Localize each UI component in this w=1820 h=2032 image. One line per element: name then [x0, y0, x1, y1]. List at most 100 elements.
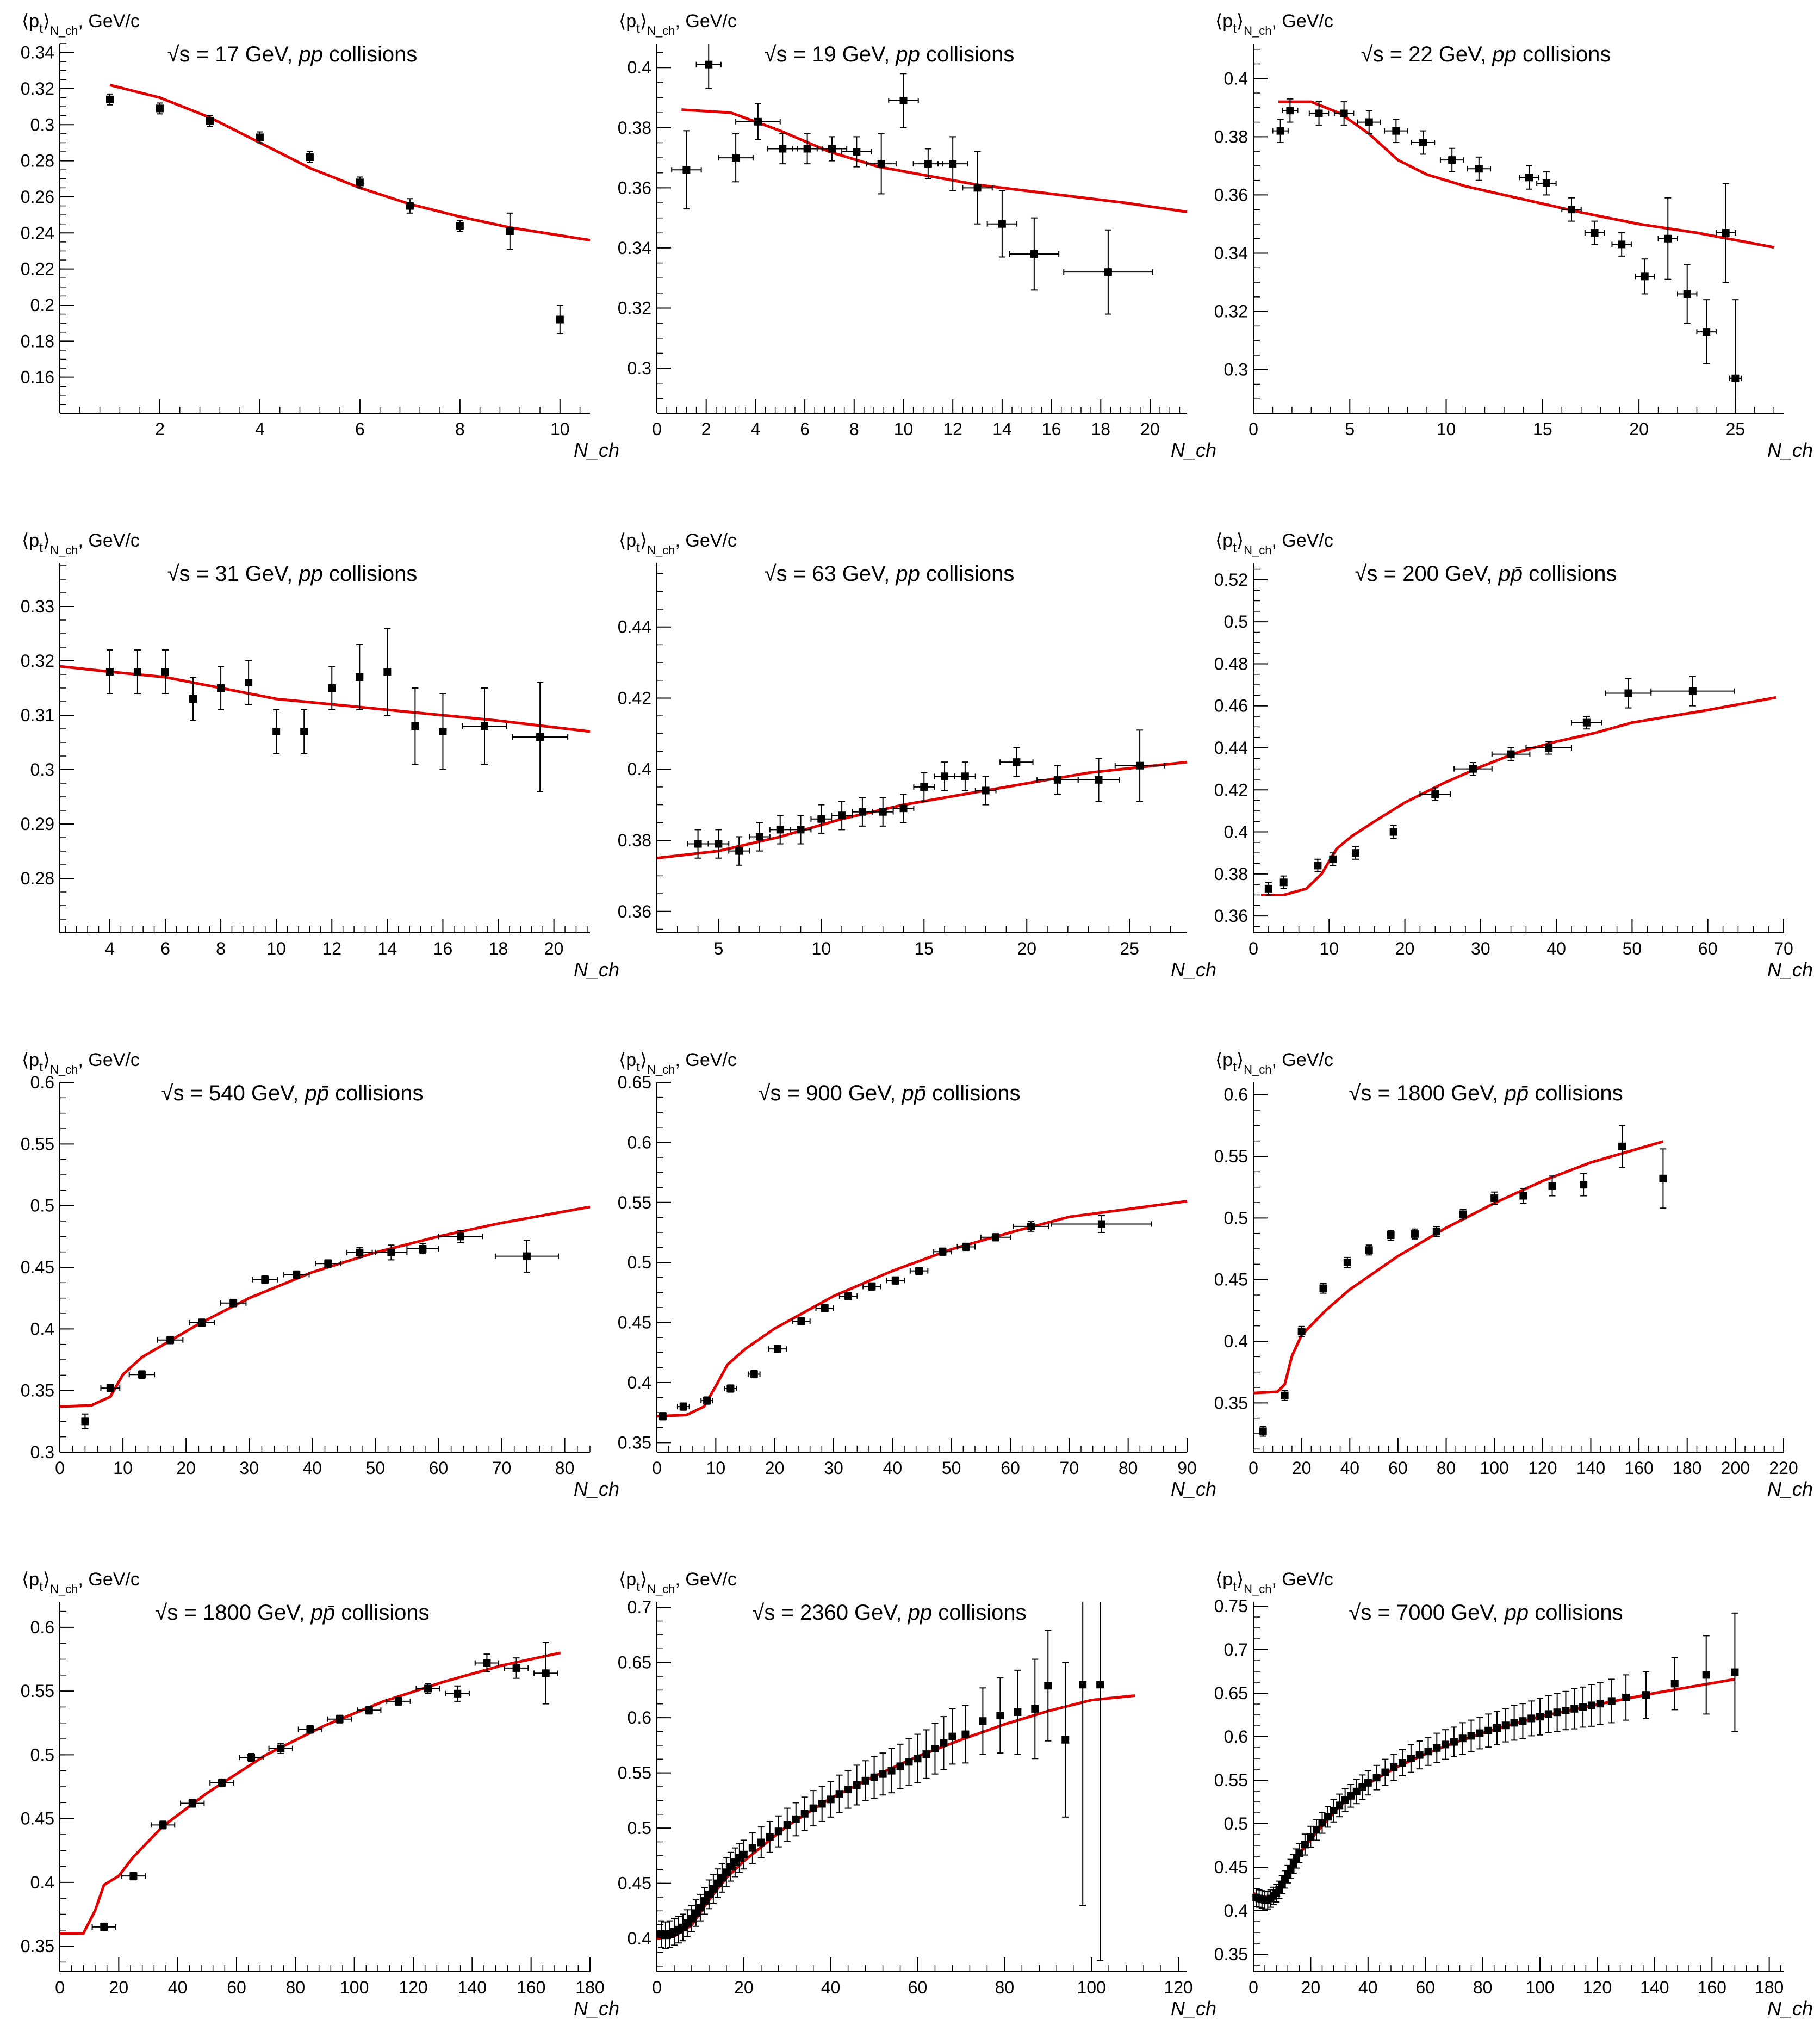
data-point: [790, 815, 812, 845]
data-point: [346, 1247, 373, 1258]
title-energy: 540 GeV: [209, 1081, 295, 1105]
data-marker: [797, 826, 805, 834]
title-space: [335, 1601, 341, 1625]
chart-panel-11: ⟨pt⟩N_ch, GeV/c√s = 2360 GeV, pp collisi…: [618, 1569, 1216, 2019]
data-point: [1458, 1722, 1467, 1755]
data-point: [1399, 1749, 1407, 1776]
data-marker: [1670, 1680, 1679, 1688]
data-point: [896, 1743, 904, 1789]
title-sqrt: √s =: [167, 562, 215, 586]
title-collision-type: pp: [908, 1601, 933, 1625]
chart-title: √s = 17 GeV, pp collisions: [167, 42, 418, 66]
data-marker: [868, 1283, 876, 1291]
y-axis-label-sub: t: [1233, 541, 1237, 555]
data-marker: [247, 1754, 256, 1762]
data-point: [1343, 1256, 1351, 1268]
y-axis-label-sep: ,: [675, 11, 685, 32]
data-point: [105, 649, 114, 694]
data-point: [217, 666, 225, 710]
x-tick-label: 0: [55, 1458, 65, 1478]
data-point: [1729, 299, 1742, 413]
data-marker: [821, 1304, 829, 1312]
data-marker: [245, 679, 253, 686]
data-marker: [726, 1384, 735, 1392]
x-axis-label: N_ch: [1767, 1478, 1813, 1500]
data-point: [209, 1778, 234, 1787]
data-point: [887, 1748, 896, 1794]
y-tick-label: 0.35: [21, 1381, 54, 1401]
data-point: [700, 1396, 713, 1405]
y-tick-label: 0.4: [1224, 822, 1248, 842]
y-axis-label-sep: ,: [675, 1569, 685, 1590]
data-point: [671, 130, 702, 210]
data-point: [818, 1785, 826, 1822]
title-tail: collisions: [1523, 42, 1611, 66]
y-axis-label-close: ⟩: [640, 1050, 647, 1070]
data-marker: [1364, 1779, 1372, 1787]
y-tick-label: 0.28: [21, 151, 54, 171]
data-marker: [1683, 290, 1691, 298]
data-point: [494, 1240, 559, 1273]
data-point: [979, 1687, 987, 1755]
data-marker: [81, 1417, 89, 1426]
data-marker: [1591, 229, 1599, 237]
data-marker: [1264, 884, 1272, 893]
y-axis-label-sub: t: [1233, 21, 1237, 36]
title-tail: collisions: [329, 42, 417, 66]
x-axis-label: N_ch: [1767, 439, 1813, 461]
chart-title: √s = 2360 GeV, pp collisions: [752, 1601, 1026, 1625]
data-point: [81, 1413, 89, 1429]
y-tick-label: 0.5: [30, 1745, 54, 1764]
data-marker: [809, 1804, 817, 1812]
title-comma: ,: [884, 562, 896, 586]
y-axis-label-symbol: ⟨p: [619, 1569, 636, 1590]
x-tick-label: 100: [340, 1978, 369, 1997]
data-marker: [1324, 1813, 1332, 1821]
x-tick-label: 100: [1525, 1978, 1554, 1997]
data-marker: [256, 133, 264, 141]
title-sqrt: √s =: [765, 42, 812, 66]
y-axis-label-unit: GeV/c: [88, 1050, 139, 1070]
y-axis-label-symbol: ⟨p: [619, 530, 636, 551]
data-marker: [1510, 1719, 1518, 1727]
data-point: [879, 1752, 887, 1796]
y-tick-label: 0.33: [21, 597, 54, 616]
data-point: [1579, 1686, 1587, 1728]
y-axis-label-sub2: N_ch: [647, 1582, 675, 1596]
data-marker: [844, 1786, 852, 1794]
y-axis-label: ⟨pt⟩N_ch, GeV/c: [1215, 1569, 1333, 1596]
data-marker: [1319, 1284, 1327, 1292]
data-marker: [887, 1767, 896, 1775]
data-point: [1330, 1799, 1338, 1823]
data-point: [783, 1807, 791, 1842]
data-marker: [336, 1715, 344, 1723]
y-axis-label-sub2: N_ch: [1244, 24, 1271, 38]
data-point: [1491, 747, 1531, 761]
data-marker: [879, 1770, 887, 1778]
data-point: [1352, 846, 1360, 860]
data-point: [1596, 1682, 1604, 1725]
title-energy: 19 GeV: [812, 42, 886, 66]
data-marker: [1031, 1705, 1039, 1713]
data-marker: [1301, 1841, 1309, 1849]
data-marker: [1442, 1740, 1450, 1749]
data-point: [676, 1402, 690, 1411]
data-marker: [1544, 1710, 1552, 1718]
data-marker: [1536, 1713, 1544, 1721]
x-tick-label: 100: [1077, 1978, 1105, 1997]
x-tick-label: 0: [652, 1458, 662, 1478]
data-marker: [1501, 1721, 1510, 1730]
y-tick-label: 0.42: [1214, 780, 1248, 800]
data-point: [659, 1412, 667, 1421]
y-tick-label: 0.3: [30, 115, 54, 134]
y-axis-label: ⟨pt⟩N_ch, GeV/c: [22, 1569, 140, 1596]
y-axis-label-close: ⟩: [43, 1050, 50, 1070]
y-tick-label: 0.45: [618, 1313, 651, 1333]
data-marker: [1419, 139, 1427, 147]
data-marker: [1688, 687, 1697, 695]
fit-curve: [109, 83, 591, 242]
title-energy: 7000 GeV: [1396, 1601, 1494, 1625]
chart-title: √s = 63 GeV, pp collisions: [765, 562, 1015, 586]
data-marker: [1703, 328, 1711, 336]
